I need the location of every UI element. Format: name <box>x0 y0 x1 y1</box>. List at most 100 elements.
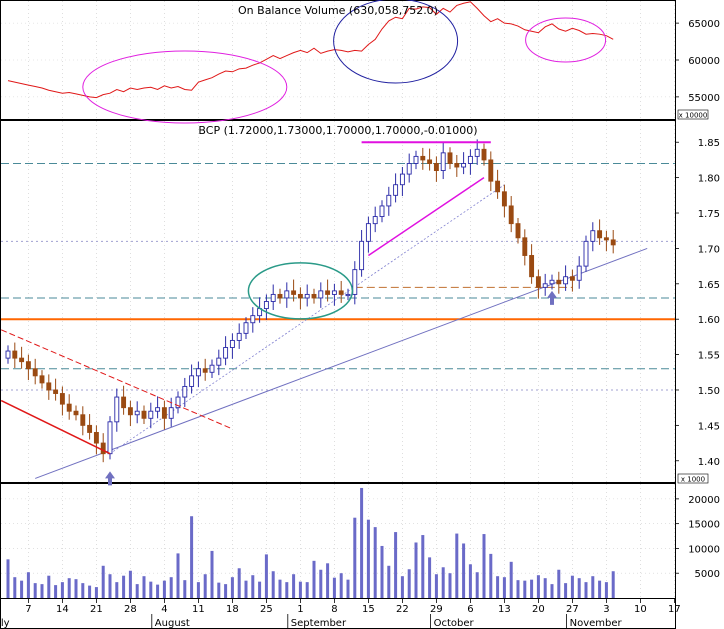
candlestick <box>420 147 426 170</box>
volume-bar <box>380 545 384 598</box>
candlestick <box>202 358 208 381</box>
candle-body <box>297 293 303 299</box>
candle-body <box>5 350 11 359</box>
volume-bar <box>26 572 30 598</box>
volume-bar <box>169 577 173 598</box>
candlestick <box>393 173 399 203</box>
volume-bar <box>251 575 255 598</box>
candle-body <box>134 410 140 416</box>
date-tick-label: 14 <box>56 604 69 615</box>
volume-bar <box>455 533 459 598</box>
candle-body <box>610 239 616 246</box>
candlestick <box>440 142 446 180</box>
candlestick <box>134 401 140 424</box>
volume-bar <box>414 542 418 598</box>
volume-bar <box>217 582 221 598</box>
volume-bar <box>468 564 472 598</box>
svg-text:x 10000: x 10000 <box>679 112 708 120</box>
up-arrow-icon <box>547 290 557 305</box>
candlestick <box>161 400 167 430</box>
candlestick <box>413 150 419 170</box>
volume-bar <box>530 579 534 598</box>
candlestick <box>311 288 317 304</box>
month-label: September <box>291 618 347 629</box>
candlestick <box>270 284 276 310</box>
y-tick-label: 55000 <box>688 93 720 104</box>
candlestick <box>447 147 453 170</box>
candle-body <box>563 276 569 285</box>
candle-body <box>284 290 290 299</box>
candlestick <box>379 200 385 223</box>
date-tick-label: 11 <box>192 604 205 615</box>
volume-bar <box>162 580 166 598</box>
volume-bar <box>598 580 602 598</box>
volume-bar <box>47 575 51 598</box>
candlestick <box>229 333 235 359</box>
obv-ellipse-middle <box>333 0 459 84</box>
date-tick-label: 13 <box>498 604 511 615</box>
candlestick <box>338 280 344 303</box>
date-tick-label: 21 <box>90 604 103 615</box>
candle-body <box>182 385 188 398</box>
candlestick <box>345 288 351 301</box>
volume-bar <box>190 516 194 598</box>
candle-body <box>467 155 473 164</box>
candlestick <box>433 156 439 182</box>
candle-body <box>209 364 215 373</box>
obv-ellipse-left <box>82 50 288 124</box>
candlestick <box>114 388 120 432</box>
volume-bar <box>20 580 24 598</box>
month-label: October <box>434 618 475 629</box>
candle-body <box>372 216 378 225</box>
candlestick <box>461 152 467 175</box>
volume-bar <box>509 561 513 598</box>
candle-body <box>365 223 371 242</box>
candlestick <box>189 364 195 394</box>
candle-body <box>379 205 385 218</box>
volume-bar <box>183 580 187 598</box>
channel-lower-line <box>0 399 111 455</box>
volume-bar <box>292 574 296 598</box>
candlestick <box>549 274 555 290</box>
candle-body <box>352 269 358 295</box>
candlestick <box>515 217 521 244</box>
candle-body <box>121 396 127 409</box>
candle-body <box>597 230 603 239</box>
candlestick <box>19 346 25 369</box>
candle-body <box>331 290 337 295</box>
volume-bar <box>285 582 289 598</box>
date-tick-label: 25 <box>260 604 273 615</box>
candle-body <box>420 155 426 161</box>
date-tick-label: 7 <box>25 604 31 615</box>
volume-bar <box>244 580 248 598</box>
candle-body <box>229 339 235 348</box>
candle-body <box>386 194 392 207</box>
y-tick-label: 60000 <box>688 56 720 67</box>
volume-bar <box>203 574 207 598</box>
volume-bar <box>81 583 85 598</box>
candlestick <box>195 361 201 388</box>
candle-body <box>454 163 460 168</box>
candlestick <box>32 358 38 385</box>
volume-bar <box>237 568 241 598</box>
volume-bar <box>210 550 214 598</box>
volume-bar <box>135 584 139 598</box>
candlestick <box>467 149 473 175</box>
candle-body <box>148 410 154 419</box>
candle-body <box>427 159 433 164</box>
volume-bar <box>264 554 268 598</box>
candle-body <box>155 407 161 412</box>
candle-body <box>474 148 480 157</box>
y-tick-label: 1.45 <box>698 421 720 432</box>
candle-body <box>569 276 575 281</box>
candle-body <box>440 152 446 171</box>
candle-body <box>522 237 528 256</box>
candlestick <box>216 349 222 376</box>
candlestick <box>236 323 242 349</box>
candle-body <box>481 148 487 161</box>
candlestick <box>223 336 229 366</box>
candle-body <box>243 322 249 334</box>
volume-bar <box>462 543 466 598</box>
y-tick-label: 1.85 <box>698 138 720 149</box>
